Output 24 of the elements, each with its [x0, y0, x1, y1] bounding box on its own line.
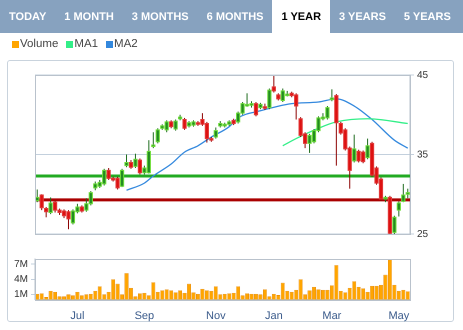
text: 1 MONTH	[63, 10, 115, 24]
x-tick-label: May	[388, 310, 410, 322]
text: 1 YEAR	[272, 0, 330, 33]
legend-label: Volume	[20, 38, 58, 50]
x-tick-label: Sep	[134, 310, 154, 322]
y-tick-label: 45	[417, 70, 429, 81]
y-tick-label: 1M	[14, 289, 28, 300]
line-series	[282, 118, 408, 146]
text: 3 MONTHS	[130, 10, 190, 24]
text: TODAY	[8, 10, 48, 24]
y-tick-label: 35	[417, 149, 429, 160]
line-series	[126, 98, 408, 191]
y-tick-label: 7M	[14, 258, 28, 270]
legend-label: MA2	[114, 38, 138, 50]
legend-label: MA1	[74, 38, 98, 50]
text: 3 YEARS	[338, 10, 387, 24]
y-tick-label: 25	[417, 228, 429, 240]
y-tick-label: 4M	[14, 274, 28, 285]
text: 5 YEARS	[402, 10, 452, 24]
x-tick-label: Mar	[322, 310, 342, 322]
x-tick-label: Nov	[206, 310, 226, 322]
x-tick-label: Jan	[264, 310, 283, 322]
x-tick-label: Jul	[70, 310, 84, 322]
text: 6 MONTHS	[206, 10, 264, 24]
